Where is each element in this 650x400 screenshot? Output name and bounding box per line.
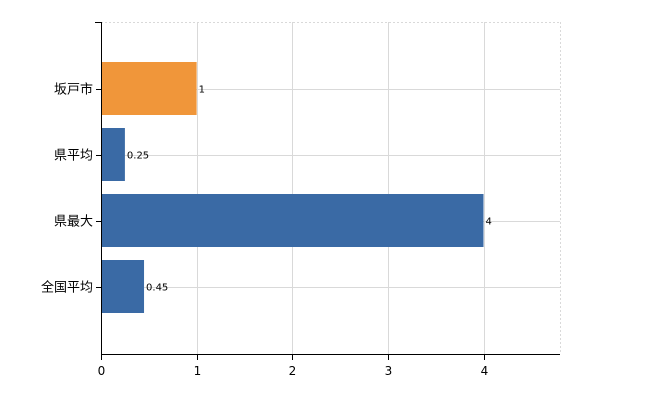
bar-1 — [101, 128, 125, 181]
x-tick-label-0: 0 — [98, 364, 106, 378]
bar-2 — [101, 194, 484, 247]
data-labels: 1 0.25 4 0.45 — [127, 85, 492, 294]
x-tick-label-1: 1 — [194, 364, 202, 378]
bar-0 — [101, 62, 197, 115]
x-tick-label-2: 2 — [289, 364, 297, 378]
x-tick-label-3: 3 — [385, 364, 393, 378]
data-label-3: 0.45 — [146, 283, 168, 294]
category-label-1: 県平均 — [54, 149, 93, 164]
data-label-2: 4 — [486, 217, 492, 228]
category-label-0: 坂戸市 — [54, 82, 93, 98]
bar-3 — [101, 260, 145, 313]
category-label-3: 全国平均 — [41, 280, 93, 296]
data-label-0: 1 — [199, 85, 205, 96]
x-tick-label-4: 4 — [481, 364, 489, 378]
data-label-1: 0.25 — [127, 151, 149, 162]
bars — [101, 62, 484, 313]
category-label-2: 県最大 — [54, 215, 93, 230]
